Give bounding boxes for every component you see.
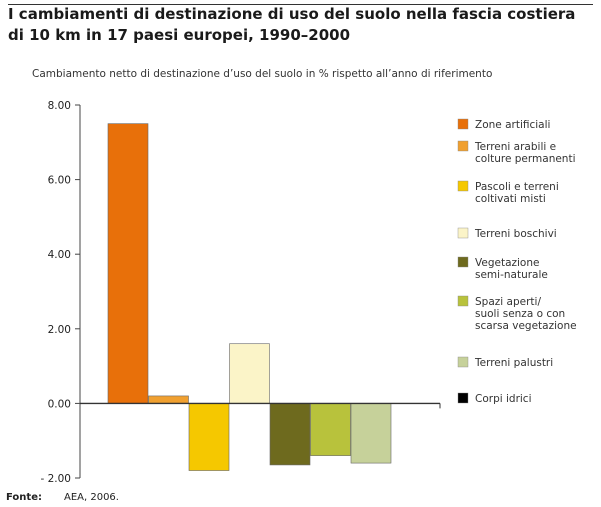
- y-tick-label: 8.00: [48, 100, 71, 112]
- legend-swatch-5: [457, 295, 469, 307]
- legend-label-7: Corpi idrici: [475, 393, 532, 405]
- bar-6: [350, 403, 392, 464]
- source-label: Fonte:: [6, 492, 42, 503]
- legend-label-4: Vegetazione: [475, 257, 539, 269]
- source-note: Fonte: AEA, 2006.: [6, 492, 119, 503]
- legend-label-5: scarsa vegetazione: [475, 320, 577, 332]
- y-tick-label: 4.00: [48, 249, 71, 261]
- y-tick-label: 0.00: [48, 398, 71, 410]
- legend-label-3: Terreni boschivi: [474, 228, 557, 240]
- legend-label-1: colture permanenti: [475, 153, 576, 165]
- bar-0: [107, 123, 149, 404]
- legend-swatch-4: [457, 256, 469, 268]
- legend-label-5: Spazi aperti/: [475, 296, 541, 308]
- title-rule: [8, 4, 593, 5]
- y-tick-label: 6.00: [48, 175, 71, 187]
- legend-label-1: Terreni arabili e: [474, 141, 556, 153]
- bar-2: [188, 403, 230, 471]
- bar-3: [229, 343, 270, 404]
- legend-swatch-0: [457, 118, 469, 130]
- bar-4: [269, 403, 311, 466]
- legend-label-6: Terreni palustri: [474, 357, 553, 369]
- legend-swatch-3: [457, 227, 469, 239]
- y-tick-label: 2.00: [48, 324, 71, 336]
- y-tick-label: - 2.00: [40, 473, 71, 485]
- chart-subtitle: Cambiamento netto di destinazione d’uso …: [32, 68, 493, 80]
- chart-title: I cambiamenti di destinazione di uso del…: [8, 5, 576, 44]
- bar-5: [310, 403, 351, 456]
- legend-swatch-2: [457, 180, 469, 192]
- legend-swatch-7: [457, 392, 469, 404]
- source-text: AEA, 2006.: [63, 492, 119, 503]
- legend-label-2: Pascoli e terreni: [475, 181, 559, 193]
- legend-label-2: coltivati misti: [475, 193, 546, 205]
- bar-1: [148, 395, 189, 404]
- legend-swatch-1: [457, 140, 469, 152]
- legend-label-0: Zone artificiali: [475, 119, 550, 131]
- legend-label-4: semi-naturale: [475, 269, 548, 281]
- legend-swatch-6: [457, 356, 469, 368]
- legend-label-5: suoli senza o con: [475, 308, 565, 320]
